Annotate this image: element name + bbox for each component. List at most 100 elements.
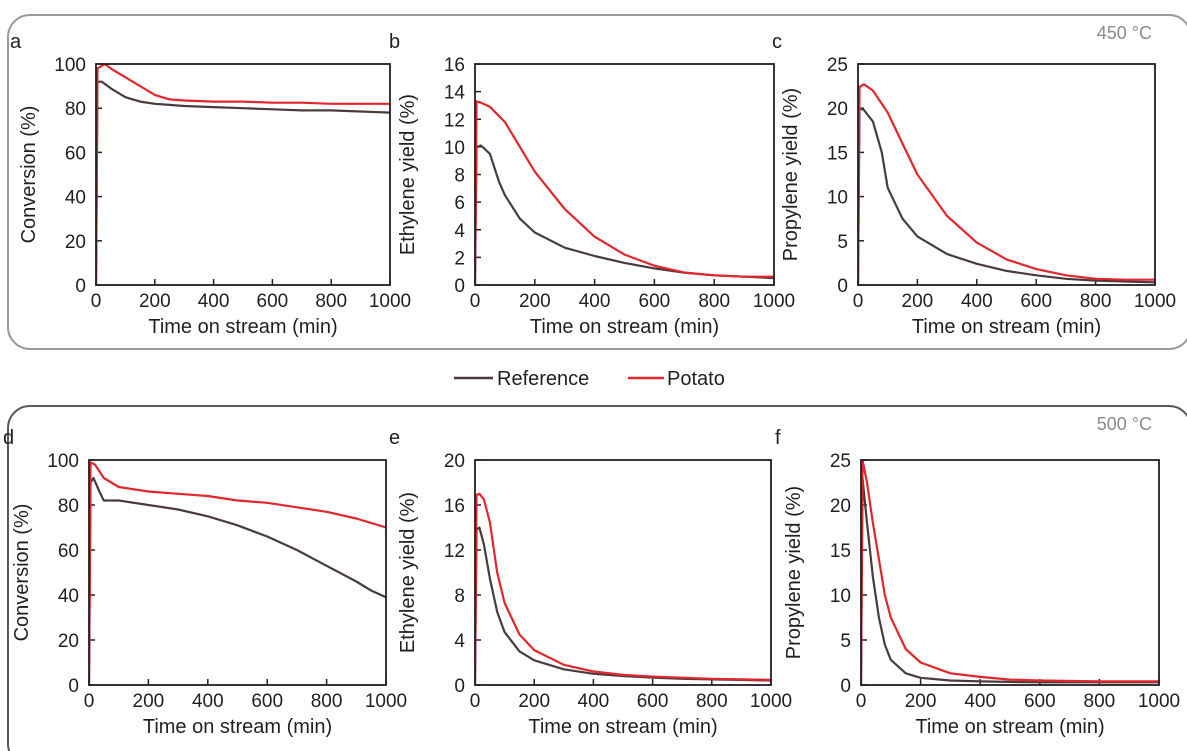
x-tick-label-d-200: 200	[133, 691, 165, 712]
panel-letter-c: c	[772, 31, 782, 53]
x-axis-label-e: Time on stream (min)	[528, 716, 717, 738]
y-tick-label-a-100: 100	[54, 55, 86, 76]
x-axis-label-b: Time on stream (min)	[530, 316, 719, 338]
x-tick-label-f-400: 400	[964, 691, 996, 712]
panel-letter-f: f	[775, 427, 781, 449]
temperature-label-450: 450 °C	[1097, 23, 1152, 43]
y-tick-label-b-6: 6	[454, 193, 465, 214]
series-line-a-reference	[96, 80, 390, 285]
x-tick-label-f-1000: 1000	[1138, 691, 1180, 712]
x-tick-label-e-0: 0	[470, 691, 481, 712]
panel-letter-e: e	[389, 427, 400, 449]
x-tick-label-c-800: 800	[1080, 291, 1112, 312]
y-tick-label-b-10: 10	[444, 138, 465, 159]
series-line-e-reference	[475, 526, 771, 685]
series-line-d-potato	[89, 461, 386, 685]
y-tick-label-c-20: 20	[827, 99, 848, 120]
y-tick-label-e-16: 16	[444, 496, 465, 517]
panel-c: c 0 5 10 15 20 25 0 200 400 600 800 1000 Time on stre…	[772, 31, 1176, 338]
x-tick-label-b-600: 600	[639, 291, 671, 312]
x-tick-label-a-600: 600	[257, 291, 289, 312]
legend: Reference Potato	[454, 368, 725, 390]
y-tick-label-e-0: 0	[454, 676, 465, 697]
y-tick-label-d-100: 100	[47, 451, 79, 472]
y-tick-label-c-10: 10	[827, 188, 848, 209]
x-tick-label-e-200: 200	[518, 691, 550, 712]
panel-letter-d: d	[3, 427, 14, 449]
y-axis-label-e: Ethylene yield (%)	[397, 492, 419, 653]
series-line-a-potato	[96, 64, 390, 285]
y-tick-label-b-16: 16	[444, 55, 465, 76]
x-tick-label-e-600: 600	[637, 691, 669, 712]
x-tick-label-b-800: 800	[698, 291, 730, 312]
y-axis-label-d: Conversion (%)	[11, 504, 33, 642]
x-tick-label-e-1000: 1000	[750, 691, 792, 712]
series-line-e-potato	[475, 492, 771, 685]
y-axis-label-f: Propylene yield (%)	[783, 486, 805, 659]
x-tick-label-d-1000: 1000	[365, 691, 407, 712]
y-tick-label-a-40: 40	[65, 188, 86, 209]
y-tick-label-d-60: 60	[58, 541, 79, 562]
y-tick-label-d-80: 80	[58, 496, 79, 517]
series-line-f-potato	[861, 460, 1159, 685]
y-tick-label-f-0: 0	[840, 676, 851, 697]
y-tick-label-d-40: 40	[58, 586, 79, 607]
x-tick-label-b-400: 400	[579, 291, 611, 312]
plot-frame-f	[860, 459, 1160, 686]
y-tick-label-a-20: 20	[65, 232, 86, 253]
x-tick-label-f-600: 600	[1024, 691, 1056, 712]
y-tick-label-c-5: 5	[837, 232, 848, 253]
x-tick-label-b-0: 0	[470, 291, 481, 312]
y-tick-label-b-4: 4	[454, 221, 465, 242]
temperature-label-500: 500 °C	[1097, 414, 1152, 434]
y-tick-label-b-2: 2	[454, 248, 465, 269]
series-line-d-reference	[89, 476, 386, 685]
x-tick-label-f-0: 0	[856, 691, 867, 712]
x-tick-label-e-800: 800	[696, 691, 728, 712]
y-axis-label-c: Propylene yield (%)	[780, 88, 802, 261]
x-axis-label-a: Time on stream (min)	[148, 316, 337, 338]
x-tick-label-d-400: 400	[192, 691, 224, 712]
x-tick-label-f-800: 800	[1084, 691, 1116, 712]
y-tick-label-f-10: 10	[830, 586, 851, 607]
y-tick-label-f-15: 15	[830, 541, 851, 562]
y-tick-label-b-8: 8	[454, 166, 465, 187]
x-tick-label-a-200: 200	[139, 291, 171, 312]
x-tick-label-c-0: 0	[853, 291, 864, 312]
y-tick-label-f-20: 20	[830, 496, 851, 517]
y-tick-label-d-0: 0	[68, 676, 79, 697]
x-tick-label-a-800: 800	[315, 291, 347, 312]
y-tick-label-e-20: 20	[444, 451, 465, 472]
y-tick-label-e-8: 8	[454, 586, 465, 607]
y-tick-label-e-12: 12	[444, 541, 465, 562]
x-axis-label-d: Time on stream (min)	[143, 716, 332, 738]
y-tick-label-b-0: 0	[454, 276, 465, 297]
y-tick-label-d-20: 20	[58, 631, 79, 652]
plot-frame-c	[857, 63, 1156, 286]
series-line-b-reference	[475, 144, 774, 285]
x-tick-label-f-200: 200	[905, 691, 937, 712]
x-tick-label-a-0: 0	[91, 291, 102, 312]
x-tick-label-a-1000: 1000	[369, 291, 411, 312]
series-line-b-potato	[475, 100, 774, 285]
group-border-500	[7, 405, 1187, 751]
plot-frame-b	[474, 63, 775, 286]
x-tick-label-c-600: 600	[1020, 291, 1052, 312]
x-axis-label-f: Time on stream (min)	[915, 716, 1104, 738]
plot-frame-d	[88, 459, 387, 686]
plot-frame-a	[95, 63, 391, 286]
x-tick-label-c-200: 200	[902, 291, 934, 312]
x-tick-label-d-800: 800	[311, 691, 343, 712]
group-border-450	[7, 14, 1187, 350]
y-tick-label-c-25: 25	[827, 55, 848, 76]
x-tick-label-a-400: 400	[198, 291, 230, 312]
x-axis-label-c: Time on stream (min)	[912, 316, 1101, 338]
x-tick-label-c-400: 400	[961, 291, 993, 312]
y-tick-label-b-14: 14	[444, 83, 466, 104]
y-tick-label-b-12: 12	[444, 110, 465, 131]
series-line-c-reference	[858, 107, 1155, 285]
